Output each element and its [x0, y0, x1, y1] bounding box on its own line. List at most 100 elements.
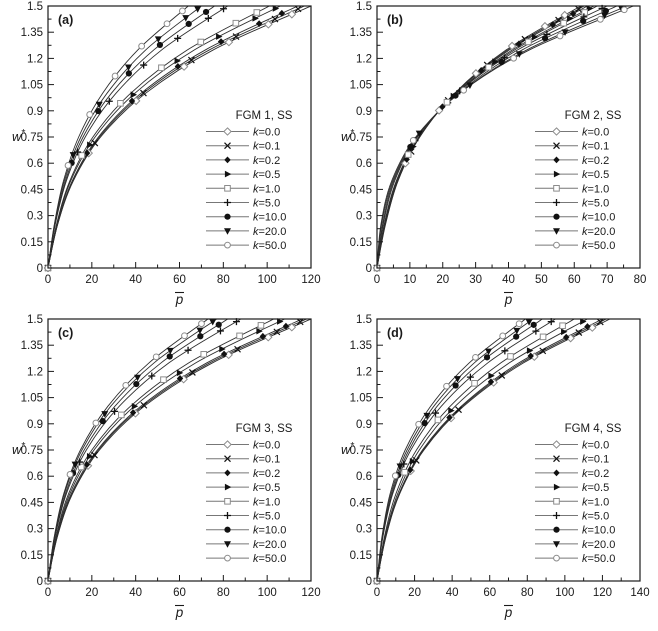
y-tick-label: 1.2 — [356, 366, 372, 378]
triangle-right-marker — [561, 328, 568, 336]
triangle-down-marker — [561, 29, 569, 36]
diamond-filled-marker — [217, 38, 225, 46]
y-tick-label: 1.35 — [21, 340, 43, 352]
legend-label: k=0.1 — [582, 454, 609, 466]
x-tick-label: 40 — [446, 587, 459, 599]
triangle-down-marker — [95, 101, 103, 109]
plus-marker — [224, 512, 231, 519]
series-line-k=0.2 — [377, 319, 603, 581]
panel-letter: (a) — [58, 13, 73, 27]
panel-letter: (d) — [387, 326, 403, 340]
y-tick-label: 0 — [366, 576, 372, 588]
square-open-marker — [553, 498, 560, 505]
x-cross-marker — [294, 5, 302, 13]
diamond-filled-marker — [128, 97, 136, 105]
legend-label: k=0.0 — [253, 440, 280, 452]
circle-open-marker — [409, 136, 417, 144]
triangle-down-marker — [69, 152, 77, 159]
triangle-down-marker — [454, 376, 462, 383]
legend-label: k=20.0 — [582, 539, 615, 551]
y-tick-label: 1.05 — [350, 80, 372, 92]
triangle-down-marker — [485, 348, 493, 356]
square-open-marker — [434, 416, 442, 424]
circle-open-marker — [122, 381, 130, 389]
diamond-open-marker — [471, 69, 481, 78]
legend-label: k=0.2 — [253, 155, 280, 167]
x-tick-label: 100 — [258, 587, 277, 599]
y-axis-label: w* — [12, 440, 25, 457]
legend-label: k=0.0 — [582, 127, 609, 139]
circle-filled-marker — [133, 380, 140, 388]
x-axis-ticks — [47, 575, 312, 581]
plus-marker — [532, 327, 540, 335]
y-tick-label: 0.45 — [21, 184, 43, 196]
diamond-filled-marker — [259, 332, 267, 340]
series-line-k=20.0 — [48, 6, 202, 268]
y-tick-label: 0.45 — [350, 497, 372, 509]
panel-c: 0 20 40 60 80 100 120 0 0.15 0.3 0.45 0.6 0.75 0.9 1.0… — [0, 313, 329, 627]
circle-filled-marker — [541, 35, 549, 42]
y-tick-label: 0.9 — [27, 106, 43, 118]
diamond-filled-marker — [487, 378, 495, 386]
y-tick-label: 0.9 — [356, 106, 372, 118]
triangle-down-marker — [154, 36, 162, 43]
circle-open-marker — [443, 382, 450, 390]
diamond-open-marker — [434, 106, 444, 115]
x-tick-label: 60 — [483, 587, 496, 599]
y-axis-label: w* — [341, 127, 354, 144]
x-cross-marker — [224, 455, 231, 463]
circle-open-marker — [499, 332, 507, 340]
square-open-marker — [224, 185, 231, 192]
triangle-right-marker — [492, 58, 499, 65]
x-axis-ticks — [376, 575, 641, 581]
series-line-k=0.1 — [377, 319, 607, 581]
diamond-filled-marker — [584, 323, 591, 330]
plus-marker — [204, 14, 212, 22]
triangle-down-marker — [182, 15, 190, 22]
legend-title: FGM 2, SS — [565, 110, 622, 122]
circle-open-marker — [163, 20, 171, 28]
y-tick-label: 0.15 — [350, 550, 372, 562]
y-tick-label: 0.9 — [27, 419, 43, 431]
legend-label: k=1.0 — [253, 183, 280, 195]
x-cross-marker — [553, 142, 560, 150]
y-tick-label: 0.3 — [27, 211, 43, 223]
series-line-k=10.0 — [48, 319, 228, 581]
series-line-k=0.5 — [48, 319, 285, 581]
plus-marker — [140, 61, 148, 69]
plus-marker — [148, 372, 156, 380]
triangle-right-marker — [219, 345, 226, 353]
x-tick-label: 70 — [601, 274, 614, 286]
legend-label: k=10.0 — [582, 212, 615, 224]
x-axis-label: p — [175, 605, 184, 620]
circle-open-marker — [64, 162, 72, 169]
x-tick-label: 0 — [374, 274, 380, 286]
circle-filled-marker — [166, 353, 173, 360]
triangle-down-marker — [396, 463, 404, 471]
x-tick-label: 100 — [258, 274, 277, 286]
legend-label: k=5.0 — [582, 511, 609, 523]
x-tick-label: 80 — [521, 587, 534, 599]
y-tick-label: 1.2 — [27, 53, 43, 65]
triangle-right-marker — [488, 372, 495, 380]
y-tick-label: 1.5 — [356, 1, 372, 13]
x-cross-marker — [575, 329, 583, 336]
circle-filled-marker — [553, 213, 560, 220]
y-tick-label: 1.5 — [356, 314, 372, 326]
diamond-open-marker — [263, 332, 273, 342]
diamond-open-marker — [560, 10, 570, 20]
x-axis-ticks — [47, 262, 312, 268]
y-tick-label: 1.05 — [21, 80, 43, 92]
circle-open-marker — [224, 554, 231, 562]
legend-label: k=0.5 — [582, 482, 609, 494]
diamond-filled-marker — [176, 375, 184, 382]
y-tick-label: 0.45 — [21, 497, 43, 509]
x-cross-marker — [553, 455, 560, 463]
x-tick-label: 100 — [555, 587, 574, 599]
y-tick-label: 0.15 — [21, 237, 43, 249]
y-tick-label: 1.05 — [350, 393, 372, 405]
plus-marker — [74, 148, 82, 156]
x-tick-label: 20 — [408, 587, 421, 599]
y-axis-ticks — [48, 318, 54, 582]
